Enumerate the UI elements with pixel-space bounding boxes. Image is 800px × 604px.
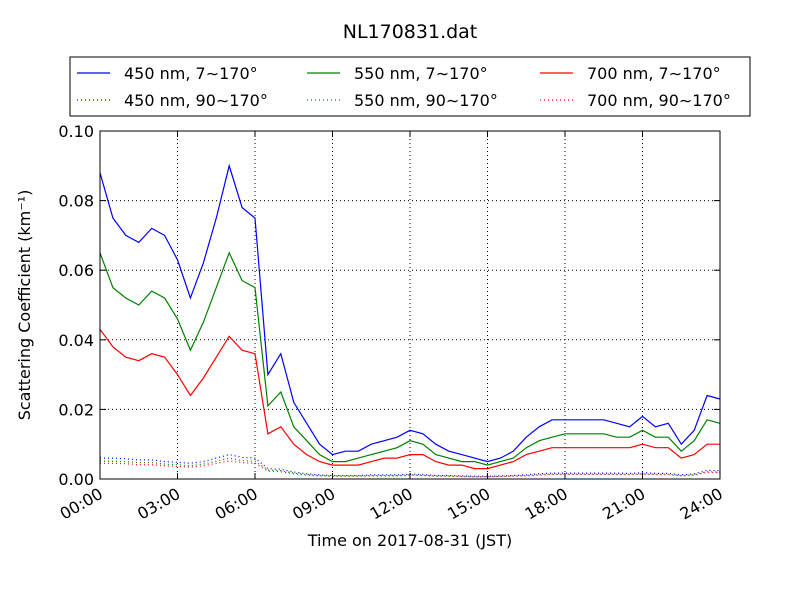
legend-box — [69, 56, 751, 117]
y-tick-label: 0.04 — [58, 331, 94, 350]
legend-label: 450 nm, 90∼170° — [124, 91, 268, 110]
x-tick-label: 09:00 — [289, 484, 338, 524]
legend-label: 450 nm, 7∼170° — [124, 64, 258, 83]
series-line — [100, 453, 721, 477]
legend-label: 700 nm, 7∼170° — [587, 64, 721, 83]
y-axis-label: Scattering Coefficient (km⁻¹) — [15, 190, 34, 421]
legend-label: 700 nm, 90∼170° — [587, 91, 731, 110]
x-tick-label: 15:00 — [444, 484, 493, 524]
x-axis-label: Time on 2017-08-31 (JST) — [307, 531, 512, 550]
y-tick-label: 0.10 — [58, 122, 94, 141]
y-tick-label: 0.08 — [58, 192, 94, 211]
plot-frame — [99, 130, 721, 480]
series-line — [100, 460, 721, 478]
chart-title: NL170831.dat — [343, 21, 478, 43]
x-tick-label: 00:00 — [57, 484, 106, 524]
series-line — [99, 163, 721, 463]
x-tick-label: 24:00 — [677, 484, 726, 524]
series-line — [99, 251, 721, 466]
legend-label: 550 nm, 90∼170° — [354, 91, 498, 110]
x-tick-label: 12:00 — [367, 484, 416, 524]
y-tick-label: 0.00 — [58, 470, 94, 489]
series-line — [99, 329, 720, 470]
x-tick-label: 03:00 — [134, 484, 183, 524]
x-tick-label: 18:00 — [522, 484, 571, 524]
y-tick-label: 0.06 — [58, 261, 94, 280]
legend-label: 550 nm, 7∼170° — [354, 64, 488, 83]
x-tick-label: 21:00 — [599, 484, 648, 524]
y-tick-label: 0.02 — [58, 400, 94, 419]
x-tick-label: 06:00 — [212, 484, 261, 524]
